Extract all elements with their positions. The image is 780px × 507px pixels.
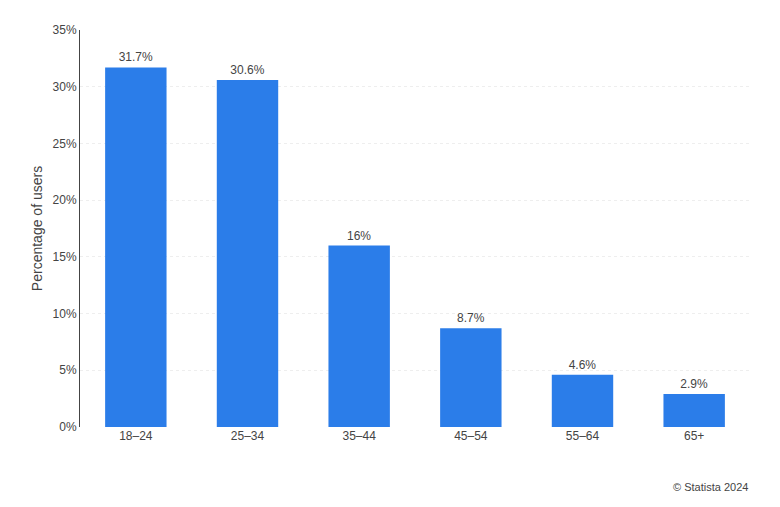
svg-text:16%: 16% [347, 229, 371, 243]
svg-text:30%: 30% [53, 80, 77, 94]
svg-text:8.7%: 8.7% [457, 311, 485, 325]
svg-text:10%: 10% [53, 307, 77, 321]
svg-text:2.9%: 2.9% [680, 377, 708, 391]
svg-text:Percentage of users: Percentage of users [29, 166, 45, 291]
svg-text:65+: 65+ [684, 429, 704, 443]
svg-text:18–24: 18–24 [119, 429, 153, 443]
svg-text:4.6%: 4.6% [569, 358, 597, 372]
svg-text:0%: 0% [59, 420, 77, 434]
svg-text:25%: 25% [53, 137, 77, 151]
svg-text:35–44: 35–44 [342, 429, 376, 443]
svg-text:31.7%: 31.7% [119, 50, 153, 64]
svg-text:5%: 5% [59, 363, 77, 377]
svg-text:© Statista 2024: © Statista 2024 [673, 481, 748, 493]
svg-text:15%: 15% [53, 250, 77, 264]
svg-text:45–54: 45–54 [454, 429, 488, 443]
svg-text:25–34: 25–34 [231, 429, 265, 443]
svg-text:35%: 35% [53, 23, 77, 37]
svg-text:20%: 20% [53, 193, 77, 207]
svg-text:55–64: 55–64 [566, 429, 600, 443]
svg-text:30.6%: 30.6% [230, 63, 264, 77]
